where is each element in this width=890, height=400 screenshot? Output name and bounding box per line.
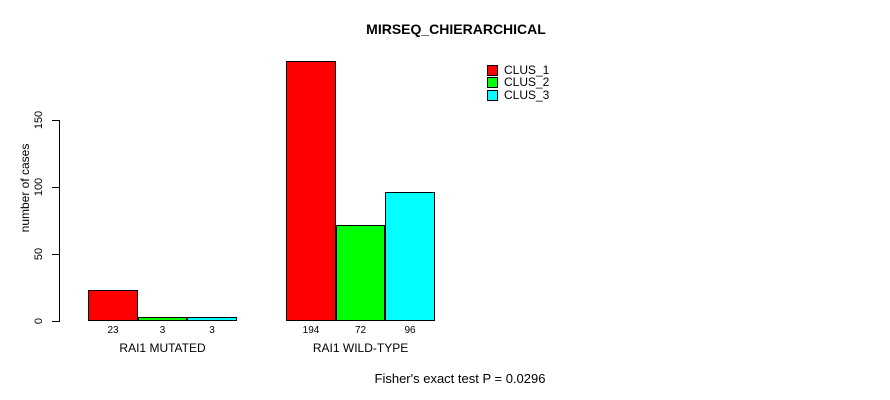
y-axis-tick [52,120,59,121]
legend-item: CLUS_3 [487,89,549,101]
bar-value-label: 23 [107,325,119,336]
legend-item: CLUS_2 [487,76,549,88]
bar-clus-1-group1 [88,290,138,321]
y-axis-tick-label: 100 [33,177,45,197]
legend-swatch-icon [487,64,498,76]
legend-item: CLUS_1 [487,64,549,76]
category-label: RAI1 MUTATED [119,341,206,355]
bar-value-label: 96 [404,325,416,336]
bar-clus-3-group1 [187,317,237,321]
bar-value-label: 194 [302,325,320,336]
y-axis-tick [52,187,59,188]
category-label: RAI1 WILD-TYPE [312,341,409,355]
legend-swatch-icon [487,76,498,88]
chart-title: MIRSEQ_CHIERARCHICAL [366,21,546,37]
legend-label: CLUS_2 [504,75,550,89]
legend-label: CLUS_3 [504,88,550,102]
bar-clus-1-group2 [286,61,336,321]
bar-clus-2-group2 [336,225,385,321]
y-axis-tick-label: 150 [33,110,45,130]
y-axis-tick [52,254,59,255]
bar-value-label: 72 [354,325,367,336]
y-axis-label: number of cases [18,143,32,233]
bar-clus-2-group1 [138,317,187,321]
fisher-test-annotation: Fisher's exact test P = 0.0296 [374,371,546,386]
legend-swatch-icon [487,89,498,101]
bar-clus-3-group2 [385,192,435,321]
y-axis-tick-label: 50 [33,247,45,261]
y-axis-tick-label: 0 [33,317,45,325]
legend-label: CLUS_1 [504,63,550,77]
bar-value-label: 3 [209,325,215,336]
y-axis-line [59,120,60,322]
y-axis-tick [52,321,59,322]
bar-value-label: 3 [159,325,166,336]
